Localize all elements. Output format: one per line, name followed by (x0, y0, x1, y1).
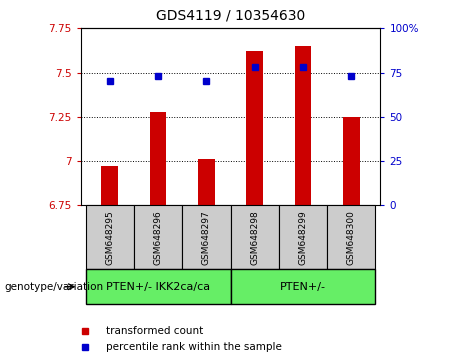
Bar (101, 166, 118, 205)
Text: GSM648296: GSM648296 (154, 210, 163, 264)
Text: genotype/variation: genotype/variation (5, 282, 104, 292)
Bar (230, 205, 279, 269)
Bar (85, 205, 134, 269)
Text: GSM648295: GSM648295 (105, 210, 114, 264)
Bar (85, 269, 230, 304)
Bar (246, 51, 263, 205)
Bar (295, 46, 312, 205)
Text: GSM648300: GSM648300 (347, 210, 356, 265)
Bar (230, 269, 376, 304)
Text: GSM648298: GSM648298 (250, 210, 259, 264)
Bar (149, 112, 166, 205)
Bar (134, 205, 182, 269)
Bar (182, 205, 230, 269)
Text: GSM648297: GSM648297 (202, 210, 211, 264)
Text: transformed count: transformed count (106, 326, 203, 336)
Bar (327, 205, 376, 269)
Text: percentile rank within the sample: percentile rank within the sample (106, 342, 282, 352)
Bar (279, 205, 327, 269)
Text: GSM648299: GSM648299 (298, 210, 307, 264)
Text: GDS4119 / 10354630: GDS4119 / 10354630 (156, 9, 305, 23)
Text: PTEN+/- IKK2ca/ca: PTEN+/- IKK2ca/ca (106, 282, 210, 292)
Bar (198, 159, 215, 205)
Text: PTEN+/-: PTEN+/- (280, 282, 326, 292)
Bar (343, 117, 360, 205)
